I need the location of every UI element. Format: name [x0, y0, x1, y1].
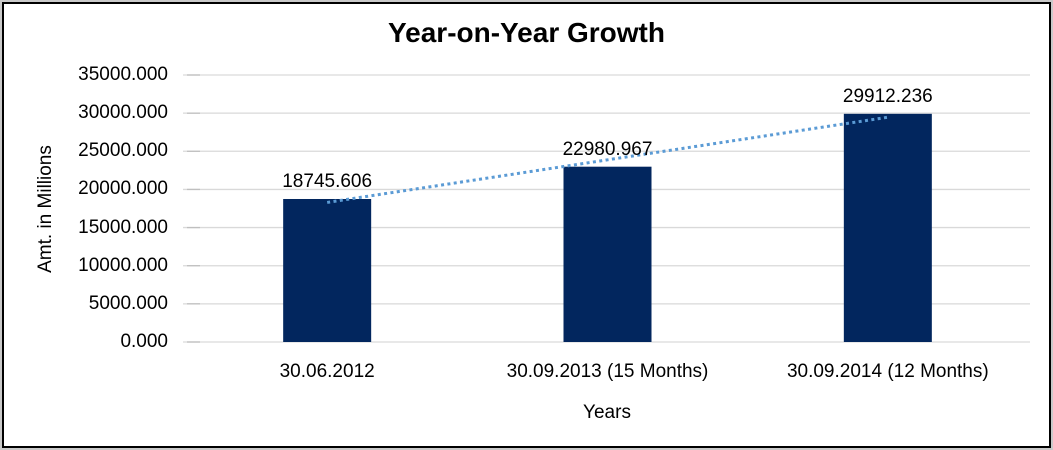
y-tick-label: 5000.000: [88, 292, 168, 314]
x-axis-title: Years: [583, 402, 631, 423]
y-tick-label: 35000.000: [78, 64, 168, 85]
y-tick-label: 15000.000: [78, 216, 168, 238]
trendline: [326, 115, 889, 204]
bar: [283, 198, 372, 342]
y-tick-label: 25000.000: [78, 140, 168, 162]
y-tick-label: 0.000: [120, 331, 168, 352]
y-tick-label: 20000.000: [78, 178, 168, 200]
bar-value-label: 29912.236: [842, 85, 933, 107]
x-category-label: 30.09.2014 (12 Months): [786, 361, 989, 382]
x-category-label: 30.06.2012: [279, 361, 375, 382]
chart-title: Year-on-Year Growth: [388, 17, 665, 48]
bar-value-label: 18745.606: [282, 170, 373, 192]
y-axis-title: Amt. in Millions: [35, 145, 56, 273]
bar: [843, 113, 932, 342]
y-tick-label: 30000.000: [78, 102, 168, 124]
x-category-label: 30.09.2013 (15 Months): [506, 361, 709, 382]
bar: [563, 166, 652, 342]
bar-value-label: 22980.967: [562, 138, 653, 160]
y-tick-label: 10000.000: [78, 254, 168, 276]
